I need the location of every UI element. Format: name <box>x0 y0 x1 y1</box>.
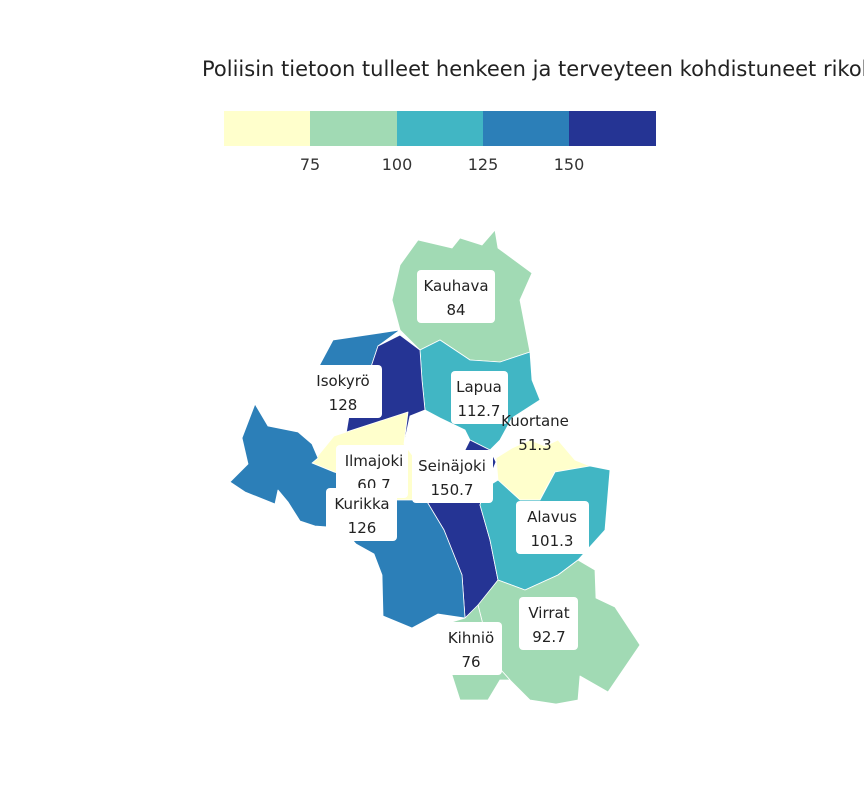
legend-tick-125: 125 <box>468 155 499 174</box>
label-box <box>451 371 508 424</box>
region-value: 128 <box>329 396 358 414</box>
region-value: 112.7 <box>458 402 501 420</box>
label-box <box>519 597 578 650</box>
region-name: Ilmajoki <box>345 452 404 470</box>
label-lapua: Lapua 112.7 <box>451 371 508 424</box>
label-kurikka: Kurikka 126 <box>326 488 397 541</box>
label-box <box>440 622 502 675</box>
label-box <box>516 501 589 554</box>
region-value: 150.7 <box>431 481 474 499</box>
legend-bin-3 <box>397 111 484 146</box>
label-box <box>304 365 382 418</box>
legend-tick-150: 150 <box>554 155 585 174</box>
region-name: Kauhava <box>423 277 488 295</box>
legend-tick-100: 100 <box>382 155 413 174</box>
region-value: 51.3 <box>518 436 551 454</box>
label-kihnio: Kihniö 76 <box>440 622 502 675</box>
region-name: Kihniö <box>448 629 494 647</box>
label-isokyro: Isokyrö 128 <box>304 365 382 418</box>
label-box <box>417 270 495 323</box>
label-virrat: Virrat 92.7 <box>519 597 578 650</box>
region-value: 126 <box>348 519 377 537</box>
label-box <box>326 488 397 541</box>
region-name: Seinäjoki <box>418 457 486 475</box>
region-name: Kurikka <box>334 495 389 513</box>
labels-layer: Kauhava 84 Isokyrö 128 Lapua 112.7 Kuort… <box>304 270 589 675</box>
map-title: Poliisin tietoon tulleet henkeen ja terv… <box>202 57 864 81</box>
label-kuortane: Kuortane 51.3 <box>501 412 569 454</box>
legend-bin-4 <box>483 111 570 146</box>
label-kauhava: Kauhava 84 <box>417 270 495 323</box>
region-name: Virrat <box>528 604 569 622</box>
region-value: 84 <box>446 301 465 319</box>
label-box <box>336 445 408 498</box>
color-legend: 75 100 125 150 <box>224 111 656 174</box>
region-name: Isokyrö <box>316 372 369 390</box>
region-value: 101.3 <box>531 532 574 550</box>
region-name: Lapua <box>456 378 502 396</box>
legend-bin-1 <box>224 111 311 146</box>
region-value: 92.7 <box>532 628 565 646</box>
region-value: 76 <box>461 653 480 671</box>
region-name: Alavus <box>527 508 577 526</box>
label-seinajoki: Seinäjoki 150.7 <box>412 450 493 503</box>
regions-layer <box>229 229 641 705</box>
label-alavus: Alavus 101.3 <box>516 501 589 554</box>
region-name: Kuortane <box>501 412 569 430</box>
legend-tick-75: 75 <box>300 155 320 174</box>
label-box <box>412 450 493 503</box>
legend-bin-5 <box>569 111 656 146</box>
legend-bin-2 <box>310 111 397 146</box>
